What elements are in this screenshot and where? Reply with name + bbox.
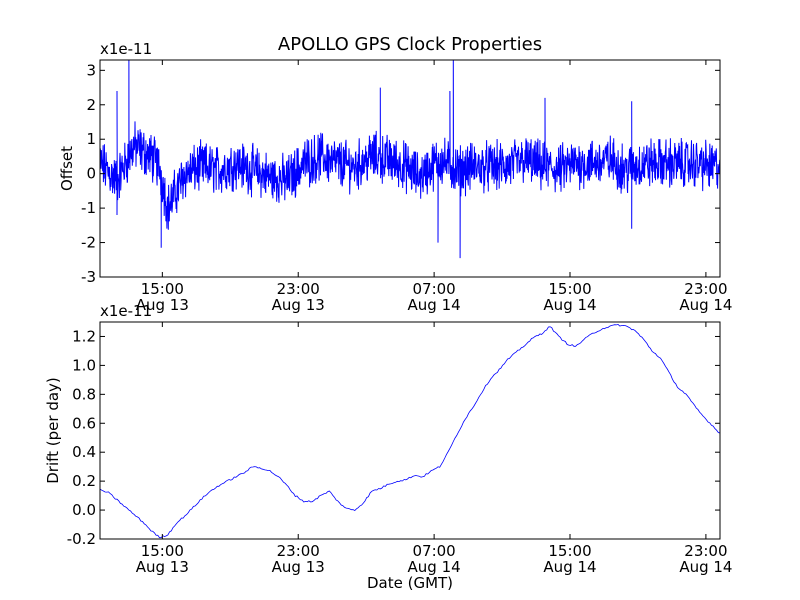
x-tick-time-label: 15:00 <box>141 542 184 560</box>
x-tick-date-label: Aug 14 <box>543 558 596 576</box>
offset-series-line <box>100 60 720 259</box>
x-tick-time-label: 15:00 <box>548 280 591 298</box>
y-tick-label: -3 <box>81 268 96 286</box>
y-tick-label: -0.2 <box>67 530 96 548</box>
axes-frame <box>99 321 721 540</box>
y-tick-label: 0 <box>86 165 96 183</box>
y-axis-label: Offset <box>58 146 76 191</box>
y-tick-label: 1.2 <box>72 327 96 345</box>
x-tick-date-label: Aug 14 <box>679 296 732 314</box>
x-tick-date-label: Aug 13 <box>272 296 325 314</box>
x-tick-time-label: 23:00 <box>684 280 727 298</box>
y-multiplier-label: x1e-11 <box>100 302 152 320</box>
x-tick-time-label: 15:00 <box>548 542 591 560</box>
axes-frame <box>99 59 721 278</box>
x-tick-time-label: 23:00 <box>684 542 727 560</box>
y-tick-label: 0.0 <box>72 501 96 519</box>
drift-series-line <box>100 323 720 539</box>
y-tick-label: 1.0 <box>72 356 96 374</box>
x-tick-time-label: 23:00 <box>277 542 320 560</box>
y-tick-label: 3 <box>86 61 96 79</box>
y-multiplier-label: x1e-11 <box>100 40 152 58</box>
x-tick-date-label: Aug 14 <box>408 296 461 314</box>
y-tick-label: 1 <box>86 130 96 148</box>
y-tick-label: 0.4 <box>72 443 96 461</box>
y-tick-label: 0.2 <box>72 472 96 490</box>
x-tick-date-label: Aug 14 <box>543 296 596 314</box>
x-tick-time-label: 07:00 <box>413 542 456 560</box>
x-tick-date-label: Aug 13 <box>272 558 325 576</box>
y-tick-label: 0.6 <box>72 414 96 432</box>
x-axis-label: Date (GMT) <box>367 574 453 592</box>
y-tick-label: -1 <box>81 199 96 217</box>
x-tick-time-label: 23:00 <box>277 280 320 298</box>
x-tick-date-label: Aug 14 <box>679 558 732 576</box>
x-tick-date-label: Aug 13 <box>136 296 189 314</box>
y-tick-label: 2 <box>86 96 96 114</box>
x-tick-time-label: 07:00 <box>413 280 456 298</box>
chart-title: APOLLO GPS Clock Properties <box>278 34 542 55</box>
x-tick-date-label: Aug 14 <box>408 558 461 576</box>
x-tick-date-label: Aug 13 <box>136 558 189 576</box>
x-tick-time-label: 15:00 <box>141 280 184 298</box>
y-tick-label: -2 <box>81 234 96 252</box>
y-tick-label: 0.8 <box>72 385 96 403</box>
y-axis-label: Drift (per day) <box>44 377 62 484</box>
